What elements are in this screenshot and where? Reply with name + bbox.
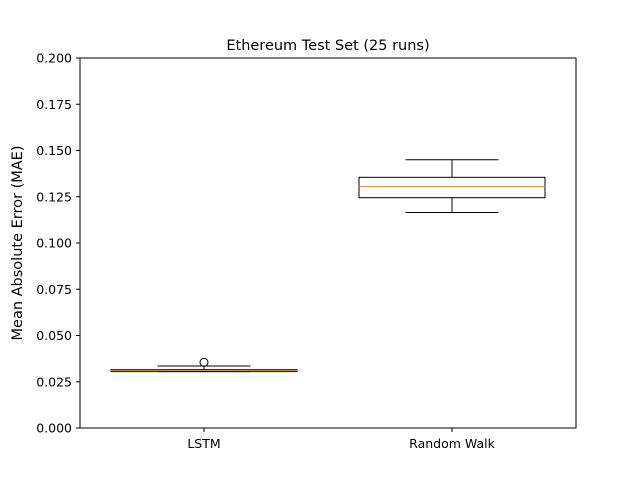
y-tick-label: 0.025: [36, 374, 72, 389]
y-tick-label: 0.100: [36, 236, 72, 251]
y-axis-ticks: 0.000 0.025 0.050 0.075 0.100 0.125 0.150 0.175…: [36, 51, 80, 436]
box-iqr: [358, 176, 546, 199]
chart-title: Ethereum Test Set (25 runs): [226, 38, 429, 54]
y-tick-label: 0.075: [36, 282, 72, 297]
box-lstm: [110, 357, 298, 373]
y-axis-label: Mean Absolute Error (MAE): [10, 146, 26, 341]
outlier-point: [199, 357, 209, 367]
x-axis-ticks: LSTM Random Walk: [187, 428, 496, 451]
y-tick-label: 0.000: [36, 421, 72, 436]
y-tick-label: 0.050: [36, 328, 72, 343]
y-tick-label: 0.125: [36, 189, 72, 204]
x-tick-label: Random Walk: [409, 436, 495, 451]
y-tick-label: 0.175: [36, 97, 72, 112]
box-random-walk: [358, 159, 546, 213]
plot-frame: [79, 57, 577, 429]
boxes-group: [110, 159, 546, 373]
y-tick-label: 0.200: [36, 51, 72, 66]
y-tick-label: 0.150: [36, 143, 72, 158]
x-tick-label: LSTM: [187, 436, 220, 451]
